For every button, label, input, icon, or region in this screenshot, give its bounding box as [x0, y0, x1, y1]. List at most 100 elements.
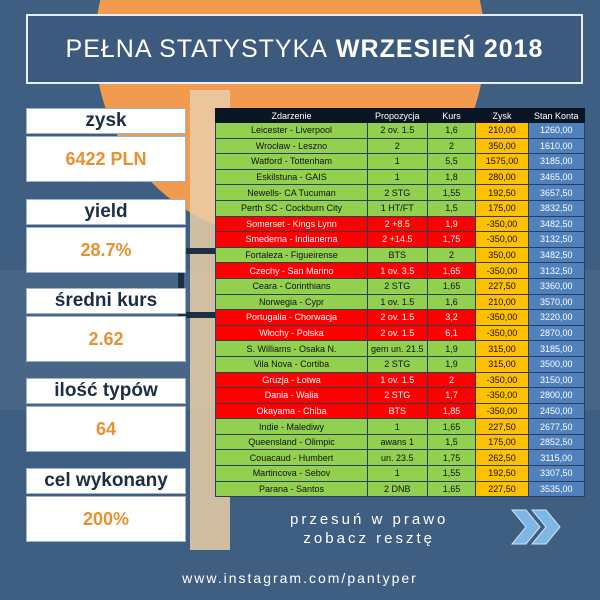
cell-prop: BTS [366, 246, 428, 264]
table-row: Watford - Tottenham 1 5,5 1575,00 3185,00 [215, 153, 586, 170]
cell-kurs: 2 [426, 137, 477, 155]
cell-zysk: 210,00 [475, 293, 529, 311]
cell-zysk: 227,50 [475, 418, 529, 435]
table-row: Newells- CA Tucuman 2 STG 1,55 192,50 3657,5… [215, 184, 586, 201]
stat-value-ilosc-typow: 64 [26, 406, 186, 452]
cell-prop: 1 [366, 465, 428, 482]
cell-stan: 3570,00 [527, 293, 586, 311]
cell-prop: 1 [366, 153, 428, 170]
table-row: Perth SC - Cockburn City 1 HT/FT 1,5 175,00… [215, 199, 586, 217]
stat-value-sredni-kurs: 2.62 [26, 316, 186, 362]
cell-stan: 2677,50 [527, 418, 586, 435]
stat-label-zysk: zysk [26, 108, 186, 134]
stat-label-ilosc-typow: ilość typów [26, 378, 186, 404]
stat-label-yield: yield [26, 199, 186, 225]
cell-stan: 3115,00 [527, 449, 586, 467]
cell-zysk: 192,50 [475, 184, 529, 201]
table-row: Ceara - Corinthians 2 STG 1,65 227,50 3360,0… [215, 277, 586, 295]
cell-prop: awans 1 [366, 433, 428, 451]
cell-event: Okayama - Chiba [215, 402, 368, 420]
header-zysk: Zysk [475, 108, 529, 123]
cell-stan: 3657,50 [527, 184, 586, 201]
table-row: Martincova - Sebov 1 1,55 192,50 3307,50 [215, 465, 586, 482]
cell-event: Eskilstuna - GAIS [215, 168, 368, 186]
page-title: PEŁNA STATYSTYKA WRZESIEŃ 2018 [26, 14, 583, 84]
cell-zysk: 315,00 [475, 355, 529, 373]
double-chevron-right-icon[interactable] [508, 502, 568, 552]
cell-prop: 2 STG [366, 277, 428, 295]
cell-stan: 3220,00 [527, 309, 586, 326]
cell-prop: 1 [366, 418, 428, 435]
cell-stan: 3500,00 [527, 355, 586, 373]
table-row: Queensland - Olimpic awans 1 1,5 175,00 2852… [215, 433, 586, 451]
cell-kurs: 1,5 [426, 199, 477, 217]
table-row: Fortaleza - Figueirense BTS 2 350,00 3482,50 [215, 246, 586, 264]
cell-prop: 2 ov. 1.5 [366, 309, 428, 326]
cell-kurs: 3,2 [426, 309, 477, 326]
cell-stan: 1260,00 [527, 122, 586, 139]
cell-kurs: 1,65 [426, 480, 477, 498]
cell-stan: 3185,00 [527, 153, 586, 170]
cell-prop: 2 STG [366, 184, 428, 201]
cell-kurs: 1,55 [426, 184, 477, 201]
cell-kurs: 1,7 [426, 387, 477, 404]
header-stan-konta: Stan Konta [527, 108, 586, 123]
cell-kurs: 1,9 [426, 355, 477, 373]
cell-event: Newells- CA Tucuman [215, 184, 368, 201]
table-row: Dania - Walia 2 STG 1,7 -350,00 2800,00 [215, 387, 586, 404]
instagram-link[interactable]: www.instagram.com/pantyper [182, 570, 418, 586]
cell-event: S. Williams - Osaka N. [215, 340, 368, 357]
cell-kurs: 1,65 [426, 418, 477, 435]
cell-kurs: 2 [426, 371, 477, 389]
bets-table: Zdarzenie Propozycja Kurs Zysk Stan Kont… [215, 108, 586, 498]
swipe-hint: przesuń w prawo zobacz resztę [290, 510, 448, 548]
table-row: Smederna - Indianerna 2 +14.5 1,75 -350,00 3… [215, 231, 586, 248]
cell-event: Czechy - San Marino [215, 262, 368, 279]
table-row: Indie - Malediwy 1 1,65 227,50 2677,50 [215, 418, 586, 435]
cell-zysk: 192,50 [475, 465, 529, 482]
cell-event: Portugalia - Chorwacja [215, 309, 368, 326]
table-row: Czechy - San Marino 1 ov. 3.5 1,65 -350,00 3… [215, 262, 586, 279]
cell-stan: 3150,00 [527, 371, 586, 389]
cell-kurs: 1,5 [426, 433, 477, 451]
cell-kurs: 1,8 [426, 168, 477, 186]
cell-kurs: 1,85 [426, 402, 477, 420]
cell-prop: 2 ov. 1.5 [366, 122, 428, 139]
cell-prop: 1 ov. 1.5 [366, 293, 428, 311]
cell-event: Ceara - Corinthians [215, 277, 368, 295]
cell-zysk: 210,00 [475, 122, 529, 139]
table-row: Wrocław - Leszno 2 2 350,00 1610,00 [215, 137, 586, 155]
cell-kurs: 1,6 [426, 293, 477, 311]
cell-event: Queensland - Olimpic [215, 433, 368, 451]
cell-kurs: 2 [426, 246, 477, 264]
stat-value-zysk: 6422 PLN [26, 136, 186, 182]
cell-stan: 3482,50 [527, 246, 586, 264]
table-row: Gruzja - Łotwa 1 ov. 1.5 2 -350,00 3150,00 [215, 371, 586, 389]
background-bracket [178, 248, 218, 318]
cell-stan: 3482,50 [527, 215, 586, 233]
table-row: Norwegia - Cypr 1 ov. 1.5 1,6 210,00 3570,00 [215, 293, 586, 311]
cell-prop: 1 ov. 1.5 [366, 371, 428, 389]
cell-zysk: 280,00 [475, 168, 529, 186]
stat-value-cel-wykonany: 200% [26, 496, 186, 542]
cell-zysk: -350,00 [475, 231, 529, 248]
cell-event: Perth SC - Cockburn City [215, 199, 368, 217]
cell-zysk: 350,00 [475, 137, 529, 155]
table-row: Portugalia - Chorwacja 2 ov. 1.5 3,2 -350,0… [215, 309, 586, 326]
cell-kurs: 1,65 [426, 262, 477, 279]
table-row: Włochy - Polska 2 ov. 1.5 6,1 -350,00 2870,0… [215, 324, 586, 342]
cell-event: Leicester - Liverpool [215, 122, 368, 139]
cell-event: Włochy - Polska [215, 324, 368, 342]
title-bold: WRZESIEŃ 2018 [335, 34, 544, 63]
table-row: S. Williams - Osaka N. gem un. 21.5 1,9 315… [215, 340, 586, 357]
cell-event: Gruzja - Łotwa [215, 371, 368, 389]
cell-kurs: 1,75 [426, 449, 477, 467]
cell-zysk: -350,00 [475, 262, 529, 279]
cell-zysk: 350,00 [475, 246, 529, 264]
title-normal: PEŁNA STATYSTYKA [65, 34, 328, 63]
cell-event: Watford - Tottenham [215, 153, 368, 170]
cell-stan: 2450,00 [527, 402, 586, 420]
cell-stan: 2870,00 [527, 324, 586, 342]
cell-zysk: -350,00 [475, 371, 529, 389]
cell-prop: 1 [366, 168, 428, 186]
